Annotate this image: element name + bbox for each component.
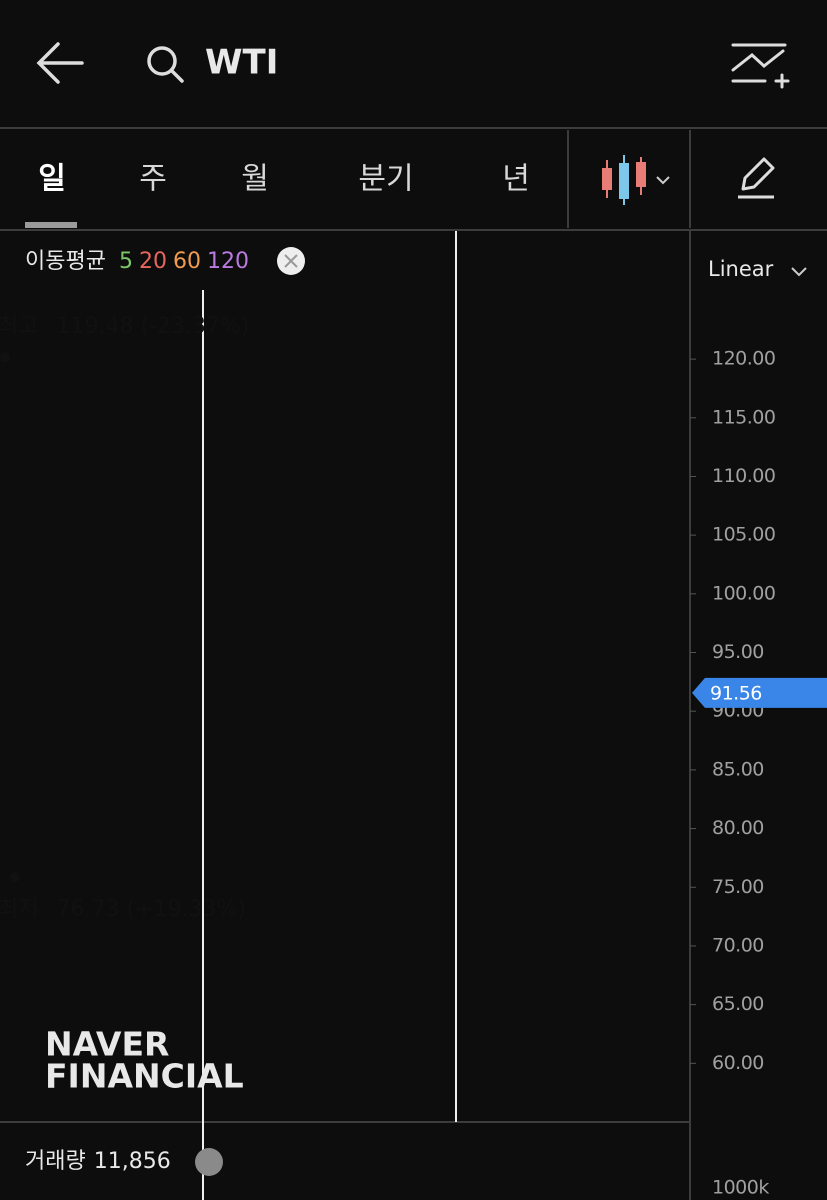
- scale-dropdown[interactable]: Linear: [708, 257, 807, 281]
- volume-value: 11,856: [94, 1149, 171, 1174]
- y-tick-label: 110.00: [712, 465, 775, 487]
- y-tick-label: 115.00: [712, 406, 775, 428]
- ma-legend: 이동평균 5 20 60 120: [25, 249, 249, 274]
- scale-label[interactable]: Linear: [708, 257, 774, 281]
- add-indicator-button[interactable]: [731, 43, 790, 89]
- watermark: FINANCIAL: [45, 1057, 244, 1096]
- back-button[interactable]: [36, 42, 84, 84]
- high-dot: [0, 352, 10, 363]
- y-tick-label: 65.00: [712, 993, 764, 1015]
- y-tick-label: 105.00: [712, 524, 775, 546]
- y-tick-label: 100.00: [712, 582, 775, 604]
- tab[interactable]: 주: [139, 162, 167, 197]
- low-marker-label: 최저 76.73 (+19.33%): [0, 897, 246, 922]
- volume-tick-label: 1000k: [712, 1177, 769, 1199]
- y-tick-label: 80.00: [712, 817, 764, 839]
- ma-legend-item: 20: [139, 249, 167, 274]
- high-marker-label: 최고 119.48 (-23.37%): [0, 314, 249, 339]
- last-price-tag: [692, 677, 827, 708]
- y-tick-label: 70.00: [712, 934, 764, 956]
- y-tick-label: 75.00: [712, 876, 764, 898]
- active-tab-indicator: [25, 222, 77, 228]
- ma-legend-item: 60: [173, 249, 201, 274]
- y-tick-label: 95.00: [712, 641, 764, 663]
- draw-button[interactable]: [738, 157, 775, 199]
- marker-value: 119.48: [56, 314, 133, 339]
- search-text[interactable]: WTI: [205, 43, 278, 83]
- tab[interactable]: 년: [502, 162, 530, 197]
- low-dot: [10, 871, 21, 882]
- marker-change: (-23.37%): [140, 314, 249, 339]
- tab[interactable]: 분기: [358, 162, 413, 197]
- y-tick-label: 85.00: [712, 758, 764, 780]
- ma-close-button[interactable]: [277, 247, 305, 275]
- last-price-label: 91.56: [710, 682, 762, 704]
- y-tick-label: 120.00: [712, 348, 775, 370]
- marker-change: (+19.33%): [126, 897, 246, 922]
- volume-toggle[interactable]: [195, 1148, 223, 1176]
- volume-label: 거래량 11,856: [25, 1149, 171, 1174]
- search-icon[interactable]: [147, 46, 184, 83]
- ma-legend-item: 120: [207, 249, 249, 274]
- chart-type-button[interactable]: [602, 155, 670, 205]
- ma-label: 이동평균: [25, 249, 106, 274]
- marker-value: 76.73: [56, 897, 119, 922]
- y-tick-label: 60.00: [712, 1052, 764, 1074]
- marker-title: 최고: [0, 314, 38, 339]
- marker-title: 최저: [0, 897, 38, 922]
- tab[interactable]: 일: [38, 162, 66, 197]
- tab[interactable]: 월: [241, 162, 269, 197]
- watermark: NAVER: [45, 1025, 169, 1064]
- volume-title: 거래량: [25, 1149, 86, 1174]
- ma-legend-item: 5: [119, 249, 133, 274]
